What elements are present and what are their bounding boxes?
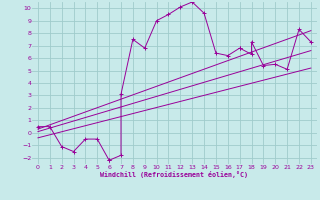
X-axis label: Windchill (Refroidissement éolien,°C): Windchill (Refroidissement éolien,°C) [100, 171, 248, 178]
